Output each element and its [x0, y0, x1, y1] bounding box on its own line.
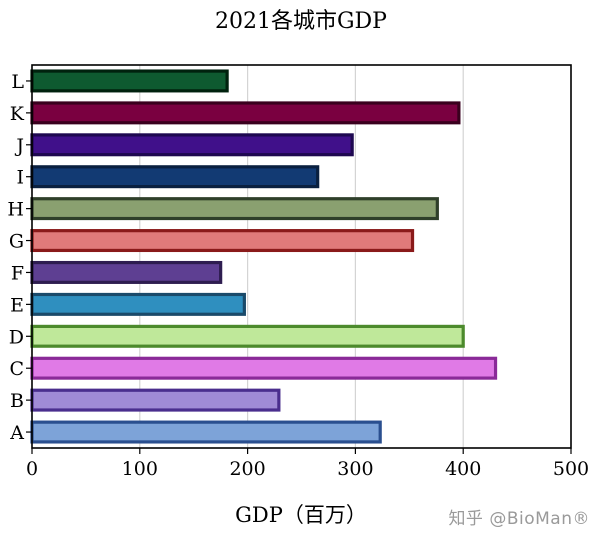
- bar-J: [30, 133, 354, 157]
- bar-H: [30, 197, 439, 221]
- y-tick-label-L: L: [11, 71, 24, 93]
- x-tick-label-0: 0: [26, 458, 38, 480]
- y-tick-label-K: K: [10, 103, 25, 125]
- bar-L: [30, 69, 229, 93]
- x-tick-label-500: 500: [553, 458, 589, 480]
- y-tick-label-H: H: [7, 199, 24, 221]
- bar-I: [30, 165, 320, 189]
- y-tick-label-I: I: [16, 167, 24, 189]
- y-tick-label-D: D: [9, 326, 24, 348]
- x-tick-label-100: 100: [122, 458, 158, 480]
- bar-K: [30, 101, 461, 125]
- bar-B: [30, 388, 281, 412]
- y-tick-label-J: J: [14, 135, 24, 157]
- bar-A: [30, 420, 382, 444]
- x-axis-ticks: 0 100 200 300 400 500: [26, 448, 589, 480]
- x-axis-label: GDP（百万）: [235, 503, 367, 527]
- watermark-text: 知乎 @BioMan®: [448, 509, 590, 529]
- bar-D: [30, 324, 465, 348]
- y-tick-label-A: A: [9, 422, 24, 444]
- y-tick-label-E: E: [10, 294, 24, 316]
- plot-frame: [31, 64, 572, 449]
- y-tick-label-C: C: [9, 358, 24, 380]
- chart-title: 2021各城市GDP: [215, 9, 387, 34]
- bar-F: [30, 260, 223, 284]
- bars: [30, 69, 498, 444]
- y-tick-label-B: B: [10, 390, 24, 412]
- bar-E: [30, 292, 246, 316]
- y-tick-label-F: F: [11, 262, 24, 284]
- y-tick-label-G: G: [9, 231, 24, 253]
- x-tick-label-200: 200: [229, 458, 265, 480]
- x-tick-label-300: 300: [337, 458, 373, 480]
- bar-C: [30, 356, 498, 380]
- grid-lines: [139, 65, 464, 448]
- bar-G: [30, 229, 415, 253]
- x-tick-label-400: 400: [445, 458, 481, 480]
